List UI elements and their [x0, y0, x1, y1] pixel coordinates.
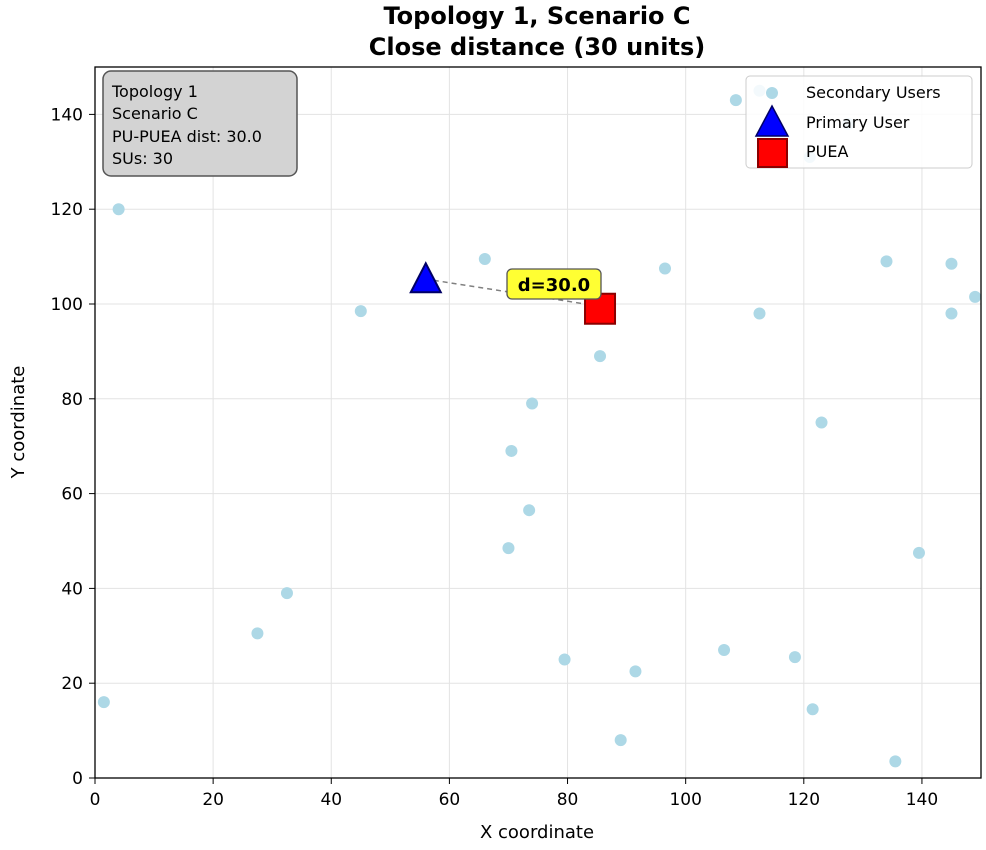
secondary-user-point [354, 305, 367, 318]
x-tick-label: 60 [439, 790, 461, 810]
y-tick-label: 60 [61, 485, 83, 505]
secondary-user-point [629, 665, 642, 678]
distance-annotation: d=30.0 [506, 268, 602, 300]
secondary-user-point [815, 416, 828, 429]
info-su-count: SUs: 30 [112, 149, 173, 168]
secondary-user-point [788, 651, 801, 664]
secondary-user-point [97, 696, 110, 709]
info-topology: Topology 1 [111, 82, 198, 101]
secondary-user-point [558, 653, 571, 666]
secondary-user-point [889, 755, 902, 768]
secondary-user-point [729, 94, 742, 107]
plot-area-frame [94, 66, 982, 779]
secondary-user-point [880, 255, 893, 268]
x-tick-label: 80 [557, 790, 579, 810]
secondary-user-point [505, 444, 518, 457]
secondary-user-point [594, 350, 607, 363]
secondary-user-point [478, 252, 491, 265]
secondary-user-point [718, 644, 731, 657]
legend-frame [745, 75, 973, 169]
secondary-user-point [945, 307, 958, 320]
secondary-user-point [112, 203, 125, 216]
distance-annotation-label: d=30.0 [518, 275, 590, 296]
x-tick-label: 100 [669, 790, 701, 810]
primary-user-point [409, 261, 443, 294]
legend-marker-secondary-users [766, 87, 778, 99]
y-tick-label: 0 [72, 769, 83, 789]
x-tick-label: 20 [202, 790, 224, 810]
x-axis-label: X coordinate [480, 822, 594, 843]
y-tick-label: 40 [61, 579, 83, 599]
y-tick-label: 100 [51, 295, 83, 315]
info-scenario: Scenario C [112, 104, 198, 123]
x-tick-label: 140 [906, 790, 938, 810]
secondary-user-point [526, 397, 539, 410]
secondary-user-point [280, 587, 293, 600]
data-points [97, 84, 982, 768]
y-tick-label: 80 [61, 390, 83, 410]
y-axis-label: Y coordinate [8, 366, 29, 480]
x-tick-label: 40 [320, 790, 342, 810]
y-tick-label: 140 [51, 105, 83, 125]
secondary-user-point [945, 257, 958, 270]
axis-ticks: 0 20 40 60 80 100 120 140 0 20 40 60 80 100 120 140 [51, 105, 939, 810]
legend-label-primary-user: Primary User [806, 113, 910, 132]
legend: Secondary Users Primary User PUEA [745, 75, 973, 169]
grid [94, 67, 981, 779]
legend-marker-puea [757, 138, 788, 168]
x-tick-label: 0 [90, 790, 101, 810]
secondary-user-point [806, 703, 819, 716]
secondary-user-point [969, 290, 982, 303]
x-tick-label: 120 [788, 790, 820, 810]
info-distance: PU-PUEA dist: 30.0 [112, 127, 262, 146]
secondary-user-point [251, 627, 264, 640]
y-tick-label: 120 [51, 200, 83, 220]
y-tick-label: 20 [61, 674, 83, 694]
secondary-user-point [658, 262, 671, 275]
distance-annotation-box [506, 268, 602, 300]
secondary-user-point [753, 307, 766, 320]
secondary-user-point [912, 546, 925, 559]
secondary-user-point [523, 504, 536, 517]
chart-title: Topology 1, Scenario C [384, 2, 691, 30]
legend-label-secondary-users: Secondary Users [806, 83, 941, 102]
info-box-background [102, 70, 298, 177]
legend-label-puea: PUEA [806, 142, 848, 161]
legend-marker-primary-user [754, 104, 790, 137]
info-box: Topology 1 Scenario C PU-PUEA dist: 30.0… [102, 70, 298, 177]
secondary-user-point [502, 542, 515, 555]
secondary-user-point [614, 734, 627, 747]
chart-subtitle: Close distance (30 units) [369, 33, 705, 61]
